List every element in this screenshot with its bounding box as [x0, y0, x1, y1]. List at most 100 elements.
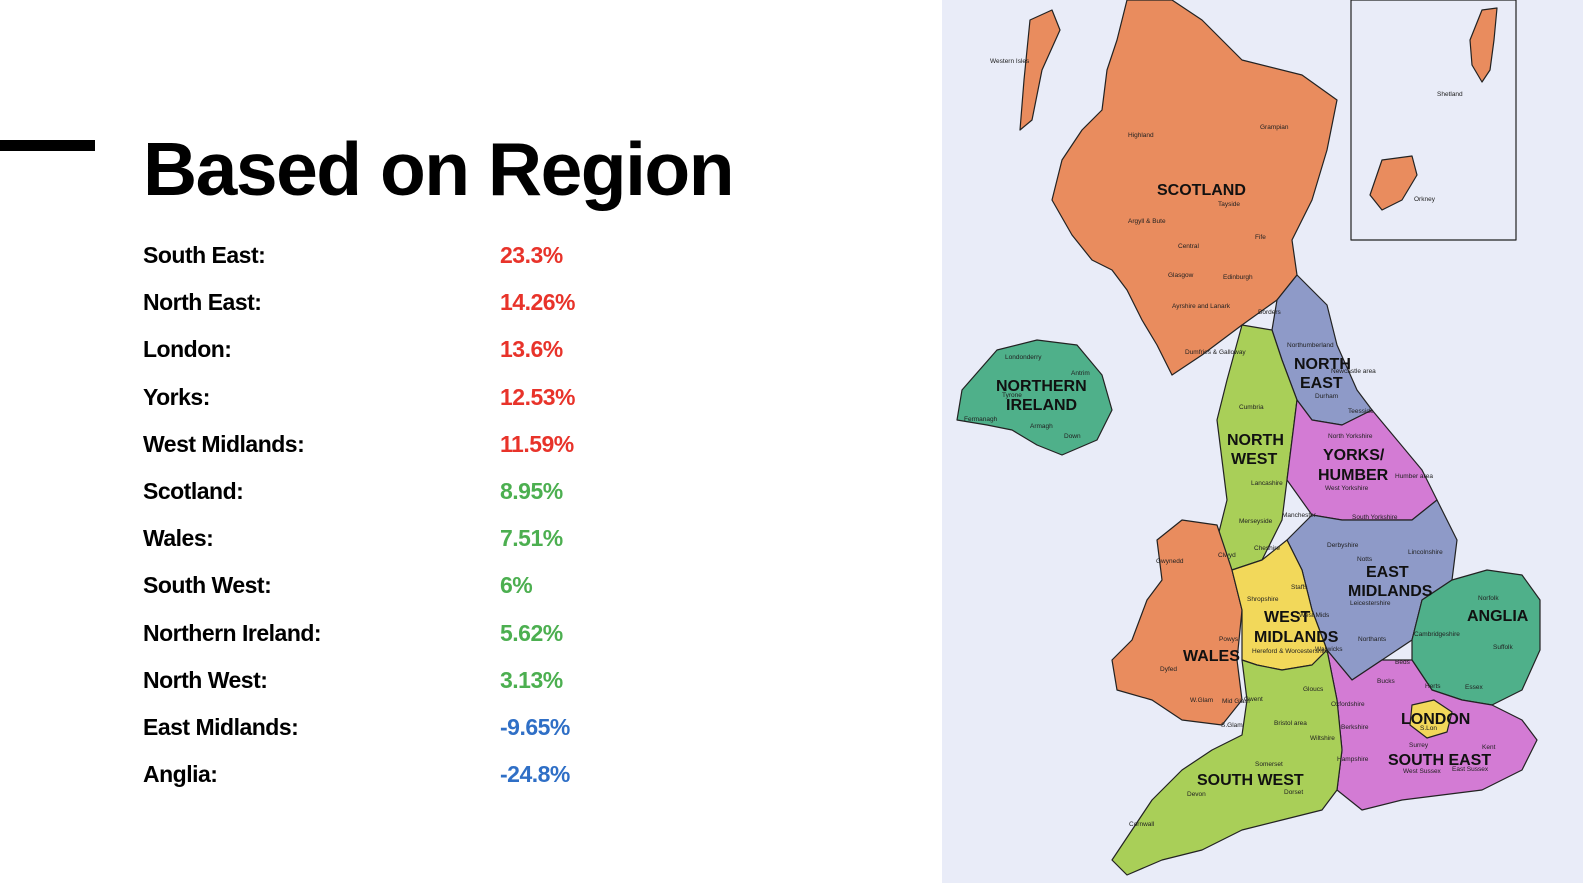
region-value: 11.59%	[500, 430, 574, 457]
place-somerset: Somerset	[1255, 761, 1283, 768]
place-devon: Devon	[1187, 791, 1206, 798]
place-northumberland: Northumberland	[1287, 342, 1334, 349]
place-berkshire: Berkshire	[1341, 724, 1369, 731]
place-armagh: Armagh	[1030, 423, 1053, 430]
map-label-east-midlands-1: EAST	[1366, 564, 1409, 581]
region-northern-ireland	[956, 339, 1113, 456]
orkney-shape	[1369, 155, 1418, 211]
map-label-northern-ireland-1: NORTHERN	[996, 378, 1087, 395]
map-label-anglia: ANGLIA	[1467, 608, 1529, 625]
region-stats-list: South East: 23.3% North East: 14.26% London:…	[143, 232, 703, 798]
region-label: West Midlands:	[143, 430, 305, 457]
region-value: 8.95%	[500, 478, 563, 505]
place-dyfed: Dyfed	[1160, 666, 1177, 673]
place-cambridgeshire: Cambridgeshire	[1414, 631, 1460, 638]
map-label-north-east-2: EAST	[1300, 375, 1343, 392]
place-powys: Powys	[1219, 636, 1239, 643]
region-value: 14.26%	[500, 289, 576, 316]
region-row: Wales: 7.51%	[143, 515, 703, 562]
map-label-yorks-2: HUMBER	[1318, 467, 1389, 484]
islands-inset-frame	[1350, 0, 1517, 241]
map-label-north-east-1: NORTH	[1294, 356, 1351, 373]
place-lincolnshire: Lincolnshire	[1408, 549, 1443, 556]
place-tayside: Tayside	[1218, 201, 1240, 208]
place-hereford: Hereford & Worcestershire	[1252, 648, 1329, 655]
place-warwicks: Warwicks	[1315, 646, 1343, 653]
map-label-wales: WALES	[1183, 648, 1240, 665]
place-cheshire: Cheshire	[1254, 545, 1280, 552]
region-value: 12.53%	[500, 383, 576, 410]
place-shropshire: Shropshire	[1247, 596, 1279, 603]
region-row: South East: 23.3%	[143, 232, 703, 279]
region-label: North East:	[143, 289, 262, 316]
map-label-northern-ireland-2: IRELAND	[1006, 397, 1077, 414]
region-label: South East:	[143, 242, 266, 269]
place-fife: Fife	[1255, 234, 1266, 241]
place-borders: Borders	[1258, 309, 1282, 316]
place-antrim: Antrim	[1071, 370, 1090, 377]
region-south-west	[1111, 649, 1343, 876]
region-value: 6%	[500, 572, 533, 599]
place-merseyside: Merseyside	[1239, 518, 1273, 525]
place-argyll: Argyll & Bute	[1128, 218, 1166, 225]
accent-bar	[0, 140, 95, 151]
place-south-yorkshire: South Yorkshire	[1352, 514, 1398, 521]
place-west-mids: West Mids	[1299, 612, 1330, 619]
place-cornwall: Cornwall	[1129, 821, 1155, 828]
region-label: Northern Ireland:	[143, 619, 322, 646]
place-beds: Beds	[1395, 659, 1411, 666]
place-surrey: Surrey	[1409, 742, 1429, 749]
place-north-yorkshire: North Yorkshire	[1328, 433, 1373, 440]
place-wsussex: West Sussex	[1403, 768, 1442, 775]
map-label-west-midlands-2: MIDLANDS	[1254, 629, 1339, 646]
place-derbyshire: Derbyshire	[1327, 542, 1359, 549]
place-londonderry: Londonderry	[1005, 354, 1042, 361]
uk-map-svg: SCOTLAND NORTHERN IRELAND NORTH EAST NOR…	[956, 0, 1541, 876]
place-wglam: W.Glam	[1190, 697, 1213, 704]
place-bucks: Bucks	[1377, 678, 1395, 685]
place-hampshire: Hampshire	[1337, 756, 1369, 763]
region-wales	[1111, 519, 1243, 726]
map-label-yorks-1: YORKS/	[1323, 447, 1385, 464]
map-label-south-east: SOUTH EAST	[1388, 752, 1491, 769]
place-grampian: Grampian	[1260, 124, 1289, 131]
place-durham: Durham	[1315, 393, 1338, 400]
place-leicestershire: Leicestershire	[1350, 600, 1391, 607]
region-row: North East: 14.26%	[143, 279, 703, 326]
region-row: North West: 3.13%	[143, 657, 703, 704]
region-label: Scotland:	[143, 478, 244, 505]
region-value: 5.62%	[500, 619, 563, 646]
region-london	[1409, 699, 1453, 739]
region-value: -24.8%	[500, 761, 570, 788]
place-teesside: Teesside	[1348, 408, 1374, 415]
region-row: East Midlands: -9.65%	[143, 704, 703, 751]
region-row: Yorks: 12.53%	[143, 374, 703, 421]
region-label: South West:	[143, 572, 272, 599]
place-esussex: East Sussex	[1452, 766, 1489, 773]
region-value: 13.6%	[500, 336, 563, 363]
place-dumfries: Dumfries & Galloway	[1185, 349, 1246, 356]
place-lancashire: Lancashire	[1251, 480, 1283, 487]
place-bristol: Bristol area	[1274, 720, 1307, 727]
place-gwynedd: Gwynedd	[1156, 558, 1184, 565]
place-shetland: Shetland	[1437, 91, 1463, 98]
place-staffs: Staffs	[1291, 584, 1308, 591]
place-orkney: Orkney	[1414, 196, 1436, 203]
place-cumbria: Cumbria	[1239, 404, 1264, 411]
region-row: Scotland: 8.95%	[143, 468, 703, 515]
place-newcastle: Newcastle area	[1331, 368, 1376, 375]
region-row: London: 13.6%	[143, 326, 703, 373]
region-value: 23.3%	[500, 242, 563, 269]
region-value: -9.65%	[500, 713, 570, 740]
place-glasgow: Glasgow	[1168, 272, 1194, 279]
uk-region-map: SCOTLAND NORTHERN IRELAND NORTH EAST NOR…	[942, 0, 1583, 883]
place-fermanagh: Fermanagh	[964, 416, 998, 423]
place-highland: Highland	[1128, 132, 1154, 139]
region-row: Anglia: -24.8%	[143, 751, 703, 798]
place-wiltshire: Wiltshire	[1310, 735, 1335, 742]
map-label-north-west-1: NORTH	[1227, 432, 1284, 449]
place-slon: S.Lon	[1420, 725, 1437, 732]
place-gwent: Gwent	[1244, 696, 1263, 703]
place-tyrone: Tyrone	[1002, 392, 1022, 399]
region-label: London:	[143, 336, 232, 363]
